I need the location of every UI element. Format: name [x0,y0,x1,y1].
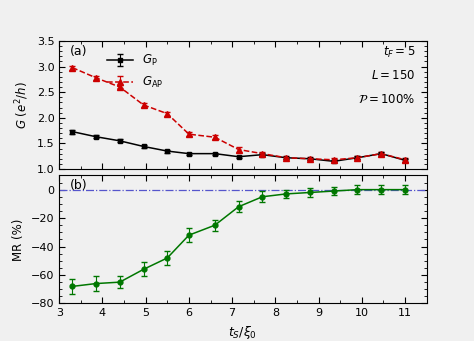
Y-axis label: MR (%): MR (%) [12,218,25,261]
Text: $L = 150$: $L = 150$ [371,69,416,82]
Y-axis label: $G$ $(e^2/h)$: $G$ $(e^2/h)$ [13,81,31,129]
X-axis label: $t_S / \xi_0$: $t_S / \xi_0$ [228,324,257,341]
Text: $\mathcal{P} = 100\%$: $\mathcal{P} = 100\%$ [358,93,416,106]
Text: (a): (a) [70,45,88,58]
Text: (b): (b) [70,179,88,192]
Text: $t_F = 5$: $t_F = 5$ [383,45,416,60]
Legend: $G_{\mathrm{P}}$, $G_{\mathrm{AP}}$: $G_{\mathrm{P}}$, $G_{\mathrm{AP}}$ [102,48,168,95]
